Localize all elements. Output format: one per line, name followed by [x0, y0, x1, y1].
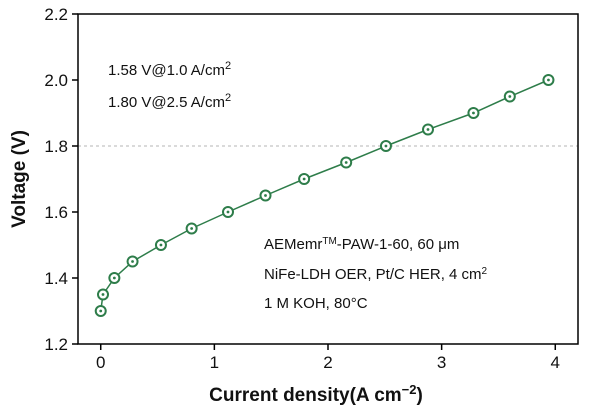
annotations-top: 1.58 V@1.0 A/cm2 1.80 V@2.5 A/cm2 [108, 60, 231, 111]
data-points [94, 74, 555, 317]
annotation-2: 1.80 V@2.5 A/cm2 [108, 92, 231, 111]
annotation-3-sup: TM [322, 236, 336, 247]
y-tick-label: 1.2 [44, 335, 68, 354]
annotation-4-sup: 2 [482, 266, 488, 277]
annotation-1-text: 1.58 V@1.0 A/cm [108, 62, 225, 79]
annotation-3-after: -PAW-1-60, 60 μm [337, 236, 460, 253]
y-tick-label: 1.6 [44, 203, 68, 222]
data-point-center [159, 243, 163, 247]
annotation-2-text: 1.80 V@2.5 A/cm [108, 94, 225, 111]
data-point-center [101, 293, 105, 296]
x-axis-title-end: ) [417, 385, 423, 406]
data-point-center [547, 78, 550, 82]
x-tick-label: 4 [551, 353, 560, 372]
data-point-center [226, 210, 230, 214]
x-axis-title: Current density(A cm−2) [209, 382, 423, 407]
annotation-5: 1 M KOH, 80°C [264, 295, 368, 312]
x-axis-title-main: Current density(A cm [209, 385, 402, 406]
data-point-center [131, 260, 134, 263]
data-point-center [384, 144, 388, 148]
data-point-center [99, 309, 103, 313]
x-tick-label: 3 [437, 353, 446, 372]
data-point-center [264, 194, 267, 197]
x-tick-label: 2 [323, 353, 332, 372]
data-point-center [472, 111, 475, 115]
annotation-1: 1.58 V@1.0 A/cm2 [108, 60, 231, 79]
annotation-4-text: NiFe-LDH OER, Pt/C HER, 4 cm [264, 266, 482, 283]
annotation-3: AEMemrTM-PAW-1-60, 60 μm [264, 236, 459, 254]
data-point-center [426, 128, 430, 131]
y-tick-label: 1.4 [44, 269, 68, 288]
data-point-center [190, 227, 194, 230]
data-point-center [508, 95, 512, 98]
annotations-bottom: AEMemrTM-PAW-1-60, 60 μm NiFe-LDH OER, P… [264, 236, 488, 313]
x-axis-ticks: 0 1 2 3 4 [96, 344, 560, 372]
x-tick-label: 0 [96, 353, 105, 372]
y-tick-label: 1.8 [44, 137, 68, 156]
data-point-center [302, 177, 306, 181]
x-tick-label: 1 [210, 353, 219, 372]
y-axis-ticks: 1.2 1.4 1.6 1.8 2.0 2.2 [44, 5, 78, 354]
annotation-3-text: AEMemr [264, 236, 322, 253]
data-point-center [112, 276, 116, 280]
y-axis-title: Voltage (V) [9, 130, 30, 228]
annotation-2-sup: 2 [225, 92, 231, 104]
x-axis-title-sup: −2 [402, 382, 417, 397]
y-tick-label: 2.0 [44, 71, 68, 90]
y-tick-label: 2.2 [44, 5, 68, 24]
annotation-5-text: 1 M KOH, 80°C [264, 295, 368, 312]
data-point-center [344, 161, 348, 164]
annotation-4: NiFe-LDH OER, Pt/C HER, 4 cm2 [264, 266, 488, 284]
annotation-1-sup: 2 [225, 60, 231, 72]
